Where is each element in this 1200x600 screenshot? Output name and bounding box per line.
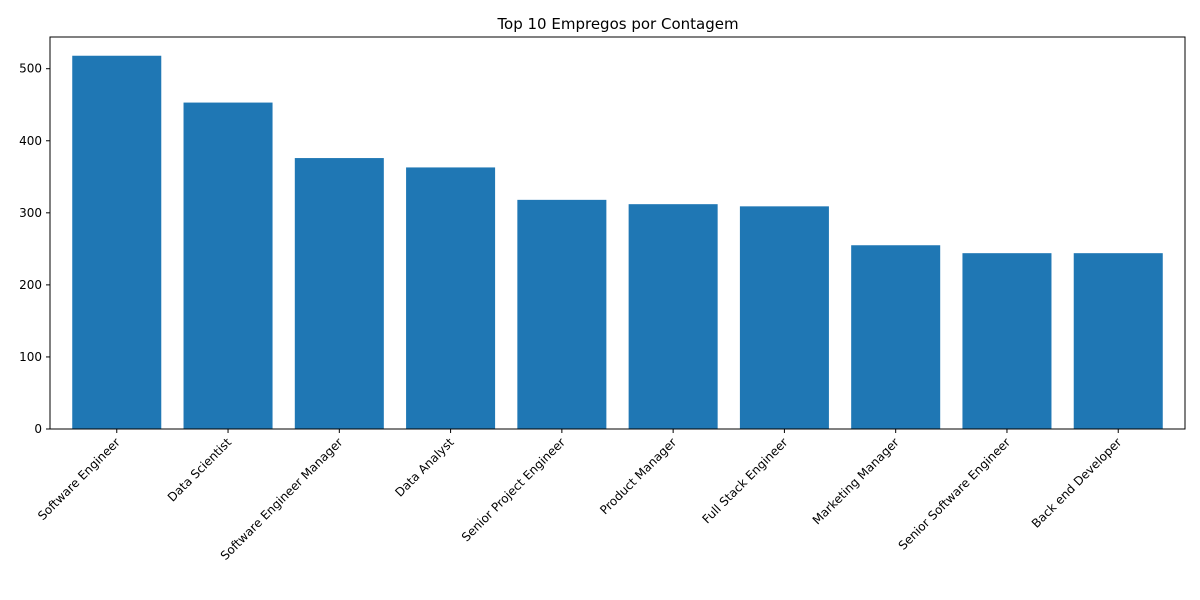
x-tick-label-6: Product Manager [597,435,679,517]
chart-title: Top 10 Empregos por Contagem [496,15,738,33]
x-tick-label-1: Software Engineer [35,435,123,523]
bar-9 [962,253,1052,429]
bar-5 [517,199,607,429]
bar-6 [628,204,718,429]
bar-7 [739,206,829,429]
x-axis: Software Engineer Data ScientistSoftware … [35,429,1124,563]
x-tick-label-10: Back end Developer [1029,435,1125,531]
x-tick-label-4: Data Analyst [392,435,457,500]
y-tick-label-500: 500 [19,62,42,76]
y-tick-label-200: 200 [19,278,42,292]
x-tick-label-8: Marketing Manager [810,435,902,527]
bar-10 [1073,253,1163,429]
x-tick-label-7: Full Stack Engineer [699,435,790,526]
bar-4 [406,167,496,429]
x-tick-label-3: Software Engineer Manager [218,435,346,563]
x-tick-label-2: Data Scientist [165,435,235,505]
bar-3 [294,158,384,429]
x-tick-label-9: Senior Software Engineer [896,435,1014,553]
bar-8 [851,245,941,429]
x-tick-label-5: Senior Project Engineer [459,435,568,544]
y-tick-label-400: 400 [19,134,42,148]
bar-1 [72,55,162,430]
bars-group [72,55,1163,430]
bar-2 [183,102,273,429]
y-tick-label-300: 300 [19,206,42,220]
y-axis: 0 100 200 300 400 500 [19,62,50,436]
y-tick-label-100: 100 [19,350,42,364]
y-tick-label-0: 0 [34,422,42,436]
plot-frame [49,36,1186,430]
